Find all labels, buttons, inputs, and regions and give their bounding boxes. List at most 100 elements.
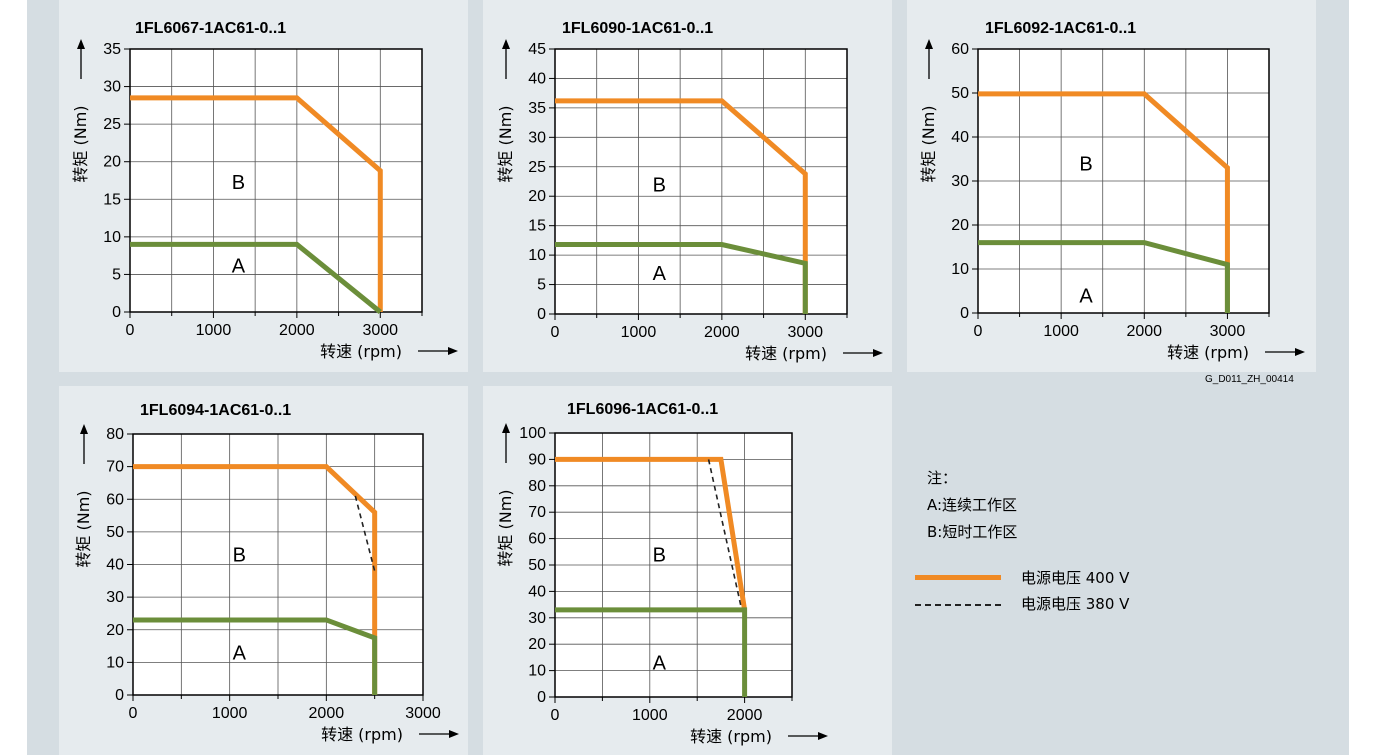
y-axis-arrow-head bbox=[502, 39, 510, 49]
y-tick-label: 50 bbox=[951, 85, 969, 102]
y-tick-label: 25 bbox=[528, 159, 546, 176]
y-tick-label: 10 bbox=[106, 654, 124, 671]
y-tick-label: 10 bbox=[951, 261, 969, 278]
x-tick-label: 0 bbox=[129, 705, 138, 722]
series-b400 bbox=[555, 456, 748, 611]
x-axis-label: 转速 (rpm) bbox=[745, 344, 827, 363]
x-tick-label: 0 bbox=[551, 707, 560, 724]
y-tick-label: 60 bbox=[106, 491, 124, 508]
x-tick-label: 0 bbox=[126, 322, 135, 339]
y-tick-label: 20 bbox=[528, 188, 546, 205]
region-label-b: B bbox=[1079, 153, 1092, 175]
y-tick-label: 15 bbox=[103, 191, 121, 208]
legend-line-380v bbox=[915, 604, 1001, 606]
y-axis-label: 转矩 (Nm) bbox=[496, 105, 515, 182]
y-tick-label: 40 bbox=[528, 583, 546, 600]
legend-line-400v bbox=[915, 575, 1001, 580]
y-tick-label: 45 bbox=[528, 41, 546, 58]
y-axis-arrow-head bbox=[502, 423, 510, 433]
legend-label-380v: 电源电压 380 V bbox=[1021, 595, 1130, 613]
y-tick-label: 20 bbox=[106, 622, 124, 639]
series-b380 bbox=[354, 495, 376, 572]
plot-area bbox=[555, 49, 847, 314]
x-tick-label: 2000 bbox=[1126, 323, 1162, 340]
chart-2: 0 1000 2000 3000 0 5 10 15 20 25 30 35 40 45 1FL6090-1… bbox=[496, 20, 883, 363]
x-axis-label: 转速 (rpm) bbox=[320, 342, 402, 361]
y-axis-label: 转矩 (Nm) bbox=[71, 105, 90, 182]
y-tick-label: 60 bbox=[528, 531, 546, 548]
note-region-b: B:短时工作区 bbox=[927, 523, 1018, 541]
chart-title: 1FL6067-1AC61-0..1 bbox=[135, 20, 286, 37]
chart-1: 0 1000 2000 3000 0 5 10 15 20 25 30 35 1FL6067-1AC61… bbox=[71, 20, 458, 361]
y-tick-label: 80 bbox=[106, 426, 124, 443]
y-tick-label: 5 bbox=[537, 277, 546, 294]
region-label-b: B bbox=[653, 174, 666, 196]
y-tick-label: 20 bbox=[528, 636, 546, 653]
plot-frame bbox=[554, 48, 848, 315]
chart-5: 0 1000 2000 0 10 20 30 40 50 60 70 80 90 100 1FL6096-1… bbox=[496, 401, 828, 746]
legend-item-380v: 电源电压 380 V bbox=[915, 591, 1215, 617]
y-tick-label: 50 bbox=[106, 524, 124, 541]
y-tick-label: 30 bbox=[951, 173, 969, 190]
x-tick-label: 2000 bbox=[727, 707, 763, 724]
x-tick-label: 2000 bbox=[279, 322, 315, 339]
x-axis-arrow-head bbox=[449, 730, 459, 738]
x-tick-label: 0 bbox=[551, 324, 560, 341]
y-tick-label: 60 bbox=[951, 41, 969, 58]
region-label-a: A bbox=[653, 653, 667, 675]
y-tick-label: 0 bbox=[960, 305, 969, 322]
x-tick-label: 1000 bbox=[621, 324, 657, 341]
x-tick-label: 1000 bbox=[1043, 323, 1079, 340]
y-tick-label: 25 bbox=[103, 116, 121, 133]
series-a bbox=[555, 607, 748, 697]
charts-canvas: 0 1000 2000 3000051015202530351FL6067-1AC61… bbox=[71, 20, 1305, 746]
series-b400 bbox=[130, 95, 383, 312]
y-axis-arrow-head bbox=[77, 39, 85, 49]
x-tick-label: 3000 bbox=[787, 324, 823, 341]
y-tick-label: 0 bbox=[537, 306, 546, 323]
y-tick-label: 90 bbox=[528, 451, 546, 468]
chart-4: 0 1000 2000 3000 0 10 20 30 40 50 60 70 80 1FL6094-1A… bbox=[74, 402, 459, 744]
y-tick-label: 15 bbox=[528, 218, 546, 235]
y-tick-label: 10 bbox=[103, 229, 121, 246]
series-a bbox=[130, 241, 382, 314]
y-tick-label: 20 bbox=[951, 217, 969, 234]
region-label-a: A bbox=[653, 263, 667, 285]
chart-title: 1FL6096-1AC61-0..1 bbox=[567, 401, 718, 418]
legend-label-400v: 电源电压 400 V bbox=[1021, 569, 1130, 587]
y-tick-label: 70 bbox=[528, 504, 546, 521]
x-axis-label: 转速 (rpm) bbox=[690, 727, 772, 746]
y-tick-label: 50 bbox=[528, 557, 546, 574]
series-b400 bbox=[555, 98, 808, 314]
x-tick-label: 0 bbox=[974, 323, 983, 340]
y-tick-label: 0 bbox=[537, 689, 546, 706]
series-b400 bbox=[133, 464, 378, 695]
y-axis-label: 转矩 (Nm) bbox=[496, 489, 515, 566]
figure-code: G_D011_ZH_00414 bbox=[1205, 374, 1294, 385]
y-tick-label: 40 bbox=[951, 129, 969, 146]
figure-page: G_D011_ZH_00414 注： A:连续工作区 B:短时工作区 电源电压 … bbox=[27, 0, 1349, 755]
chart-3: 0 1000 2000 3000 0 10 20 30 40 50 60 1FL6092-1AC61-… bbox=[919, 20, 1305, 362]
note-region-a: A:连续工作区 bbox=[927, 496, 1018, 514]
y-tick-label: 20 bbox=[103, 154, 121, 171]
y-tick-label: 5 bbox=[112, 266, 121, 283]
y-tick-label: 0 bbox=[112, 304, 121, 321]
y-tick-label: 30 bbox=[106, 589, 124, 606]
x-axis-arrow-head bbox=[1295, 348, 1305, 356]
region-label-b: B bbox=[233, 545, 246, 567]
x-tick-label: 2000 bbox=[704, 324, 740, 341]
y-tick-label: 70 bbox=[106, 459, 124, 476]
y-axis-arrow-head bbox=[80, 424, 88, 434]
x-tick-label: 2000 bbox=[309, 705, 345, 722]
x-axis-arrow-head bbox=[818, 732, 828, 740]
series-a bbox=[978, 240, 1230, 313]
y-tick-label: 10 bbox=[528, 247, 546, 264]
plot-area bbox=[130, 49, 422, 312]
y-axis-label: 转矩 (Nm) bbox=[919, 105, 938, 182]
notes-header: 注： bbox=[927, 469, 958, 487]
legend: 电源电压 400 V 电源电压 380 V bbox=[915, 565, 1215, 617]
x-axis-arrow-head bbox=[873, 349, 883, 357]
notes-block: 注： A:连续工作区 B:短时工作区 bbox=[927, 465, 1017, 546]
chart-title: 1FL6092-1AC61-0..1 bbox=[985, 20, 1136, 37]
x-axis-label: 转速 (rpm) bbox=[321, 725, 403, 744]
